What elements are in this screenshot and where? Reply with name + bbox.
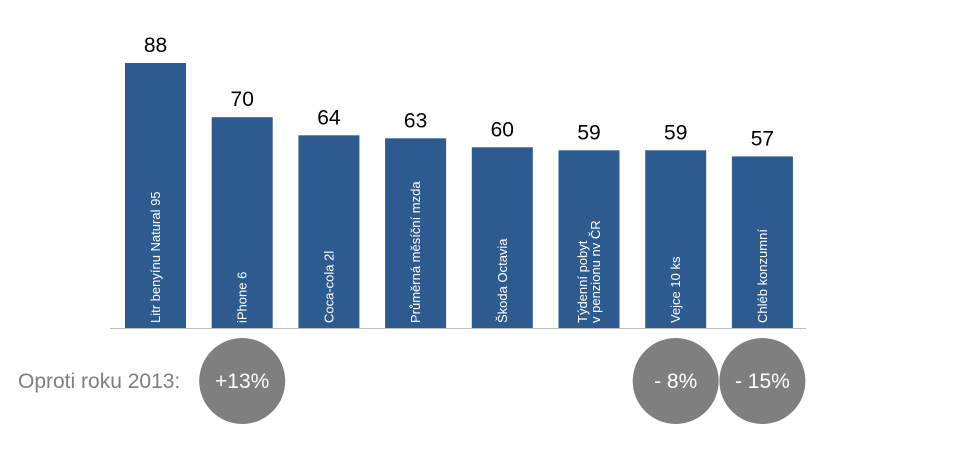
category-label-6-line-0: Vejce 10 ks <box>668 256 683 323</box>
bar-2 <box>298 135 360 328</box>
value-label-0: 88 <box>144 34 167 57</box>
category-label-4-line-0: Škoda Octavia <box>495 238 510 323</box>
comparison-badge-0: +13% <box>199 338 286 424</box>
value-labels-group: 88 70 64 63 60 59 59 57 <box>144 34 774 150</box>
value-label-1: 70 <box>231 88 254 111</box>
category-label-0-line-0: Litr benyínu Natural 95 <box>148 191 163 323</box>
value-label-4: 60 <box>491 118 514 141</box>
bar-0 <box>125 63 186 328</box>
category-label-7-line-0: Chléb konzumní <box>755 229 770 323</box>
comparison-badge-circle-2 <box>719 338 806 424</box>
category-label-3-line-0: Průměrná měsíční mzda <box>408 181 423 323</box>
category-label-5-line-0: Týdenní pobyt <box>575 240 590 323</box>
comparison-badge-circle-1 <box>632 338 719 424</box>
comparison-badge-1: - 8% <box>632 338 719 424</box>
bar-6 <box>645 150 707 328</box>
category-label-2: Coca-cola 2l <box>321 251 336 323</box>
bars-group <box>125 63 793 328</box>
value-label-6: 59 <box>664 121 687 144</box>
category-label-4: Škoda Octavia <box>495 238 510 323</box>
bar-3 <box>385 138 447 328</box>
category-label-5-line-1: v penzionu nv ČR <box>588 220 603 323</box>
category-label-6: Vejce 10 ks <box>668 256 683 323</box>
comparison-badge-text-2: - 15% <box>735 370 790 393</box>
value-label-5: 59 <box>577 121 600 144</box>
value-label-3: 63 <box>404 109 427 132</box>
category-label-2-line-0: Coca-cola 2l <box>321 251 336 323</box>
comparison-badge-2: - 15% <box>719 338 806 424</box>
comparison-label: Oproti roku 2013: <box>18 370 180 393</box>
bar-5 <box>558 150 620 328</box>
category-labels-group: Litr benyínu Natural 95 iPhone 6 Coca-cola… <box>148 181 770 323</box>
value-label-7: 57 <box>751 127 774 150</box>
comparison-badges-group: +13% - 8% - 15% <box>199 338 806 424</box>
category-label-1-line-0: iPhone 6 <box>235 272 250 323</box>
bar-4 <box>471 147 533 328</box>
category-label-7: Chléb konzumní <box>755 229 770 323</box>
category-label-0: Litr benyínu Natural 95 <box>148 191 163 323</box>
value-label-2: 64 <box>317 106 341 129</box>
category-label-1: iPhone 6 <box>235 272 250 323</box>
category-label-3: Průměrná měsíční mzda <box>408 181 423 323</box>
bar-7 <box>731 156 793 328</box>
bar-1 <box>211 117 273 328</box>
comparison-badge-text-1: - 8% <box>654 370 697 393</box>
comparison-badge-text-0: +13% <box>215 370 269 393</box>
comparison-badge-circle-0 <box>199 338 286 424</box>
